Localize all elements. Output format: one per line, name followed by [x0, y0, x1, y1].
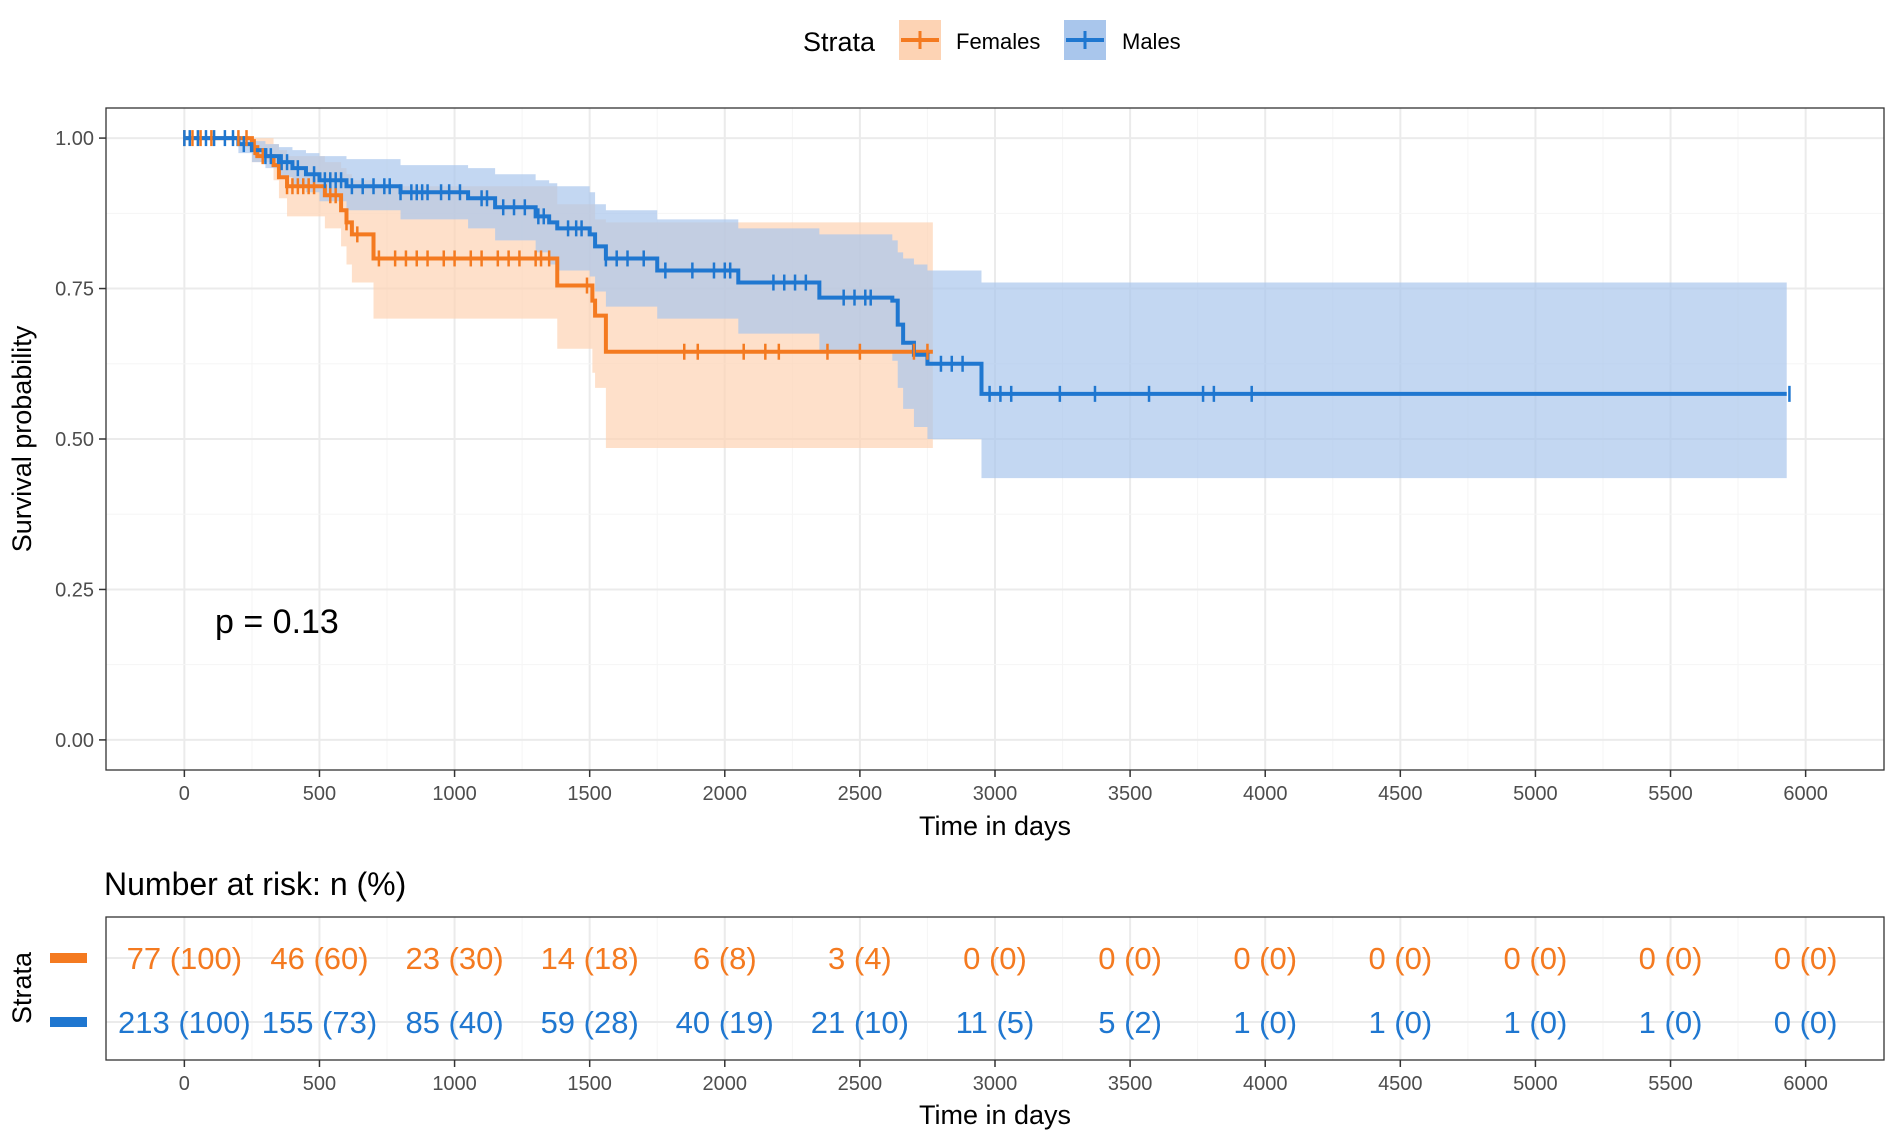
risk-table-title: Number at risk: n (%)	[104, 866, 406, 902]
risk-cell-females: 23 (30)	[405, 941, 503, 976]
legend-key-females	[899, 20, 941, 60]
y-tick-label: 0.25	[55, 579, 94, 601]
risk-x-tick-label: 0	[179, 1073, 190, 1095]
risk-x-tick-label: 1000	[432, 1073, 477, 1095]
risk-cell-males: 0 (0)	[1774, 1005, 1838, 1040]
x-tick-label: 5500	[1648, 783, 1693, 805]
censor-marks	[183, 130, 1791, 402]
risk-cell-females: 6 (8)	[693, 941, 757, 976]
x-tick-label: 2000	[703, 783, 748, 805]
risk-x-tick-label: 6000	[1783, 1073, 1828, 1095]
x-tick-label: 1500	[567, 783, 612, 805]
risk-cell-males: 11 (5)	[956, 1005, 1035, 1040]
y-axis: 0.00 0.25 0.50 0.75 1.00	[55, 128, 106, 752]
risk-cell-males: 155 (73)	[262, 1005, 377, 1040]
survival-curves	[184, 136, 1787, 396]
risk-x-tick-label: 500	[303, 1073, 336, 1095]
risk-x-tick-label: 4000	[1243, 1073, 1288, 1095]
survival-plot-panel: p = 0.13	[105, 107, 1885, 771]
x-tick-label: 4500	[1378, 783, 1423, 805]
risk-cell-males: 21 (10)	[811, 1005, 909, 1040]
risk-x-tick-label: 1500	[567, 1073, 612, 1095]
x-tick-label: 3000	[973, 783, 1018, 805]
risk-cell-males: 5 (2)	[1098, 1005, 1162, 1040]
legend-label-males: Males	[1122, 29, 1181, 54]
x-tick-label: 0	[179, 783, 190, 805]
y-axis-title: Survival probability	[7, 325, 37, 552]
risk-cell-females: 0 (0)	[1233, 941, 1297, 976]
risk-table-y-title: Strata	[7, 951, 37, 1024]
risk-cell-females: 0 (0)	[1098, 941, 1162, 976]
risk-cell-females: 0 (0)	[1504, 941, 1568, 976]
x-tick-label: 1000	[432, 783, 477, 805]
risk-cell-males: 85 (40)	[405, 1005, 503, 1040]
y-tick-label: 0.00	[55, 730, 94, 752]
risk-cell-females: 14 (18)	[541, 941, 639, 976]
risk-table: Number at risk: n (%) 77 (100) 46 (60) 23 …	[7, 866, 1885, 1130]
risk-cell-females: 46 (60)	[270, 941, 368, 976]
risk-strata-key-males	[50, 1017, 87, 1027]
legend-label-females: Females	[956, 29, 1040, 54]
p-value-annotation: p = 0.13	[215, 603, 339, 641]
risk-table-x-axis: 0 500 1000 1500 2000 2500 3000 3500 4000 4500 5000…	[179, 1060, 1828, 1095]
risk-table-strata-keys	[50, 953, 87, 1027]
risk-cell-females: 0 (0)	[1639, 941, 1703, 976]
risk-cell-males: 1 (0)	[1368, 1005, 1432, 1040]
x-tick-label: 2500	[838, 783, 883, 805]
risk-x-tick-label: 3000	[973, 1073, 1018, 1095]
y-tick-label: 1.00	[55, 128, 94, 150]
risk-cell-males: 1 (0)	[1233, 1005, 1297, 1040]
risk-cell-females: 0 (0)	[1774, 941, 1838, 976]
risk-cell-males: 40 (19)	[676, 1005, 774, 1040]
risk-x-tick-label: 4500	[1378, 1073, 1423, 1095]
legend-key-males	[1064, 20, 1106, 60]
risk-cell-males: 213 (100)	[118, 1005, 251, 1040]
risk-x-tick-label: 2500	[838, 1073, 883, 1095]
risk-table-x-title: Time in days	[919, 1100, 1071, 1130]
risk-cell-females: 0 (0)	[1368, 941, 1432, 976]
risk-cell-females: 0 (0)	[963, 941, 1027, 976]
risk-table-cells: 77 (100) 46 (60) 23 (30) 14 (18) 6 (8) 3 (4) 0…	[118, 941, 1838, 1040]
legend: Strata Females Males	[803, 20, 1181, 60]
y-tick-label: 0.75	[55, 279, 94, 301]
x-axis: 0 500 1000 1500 2000 2500 3000 3500 4000 4500 5000…	[179, 770, 1828, 805]
risk-x-tick-label: 5500	[1648, 1073, 1693, 1095]
risk-cell-males: 1 (0)	[1504, 1005, 1568, 1040]
risk-strata-key-females	[50, 953, 87, 963]
risk-cell-females: 3 (4)	[828, 941, 892, 976]
risk-cell-females: 77 (100)	[127, 941, 242, 976]
y-tick-label: 0.50	[55, 429, 94, 451]
legend-title: Strata	[803, 27, 876, 57]
females-confidence-band	[184, 138, 933, 449]
x-tick-label: 5000	[1513, 783, 1558, 805]
males-survival-curve	[184, 136, 1787, 396]
females-survival-curve	[184, 136, 933, 354]
risk-cell-males: 59 (28)	[541, 1005, 639, 1040]
risk-x-tick-label: 2000	[703, 1073, 748, 1095]
x-tick-label: 3500	[1108, 783, 1153, 805]
x-axis-title: Time in days	[919, 811, 1071, 841]
risk-table-gridlines	[106, 917, 1884, 1060]
risk-cell-males: 1 (0)	[1639, 1005, 1703, 1040]
risk-x-tick-label: 3500	[1108, 1073, 1153, 1095]
risk-x-tick-label: 5000	[1513, 1073, 1558, 1095]
x-tick-label: 4000	[1243, 783, 1288, 805]
x-tick-label: 6000	[1783, 783, 1828, 805]
x-tick-label: 500	[303, 783, 336, 805]
